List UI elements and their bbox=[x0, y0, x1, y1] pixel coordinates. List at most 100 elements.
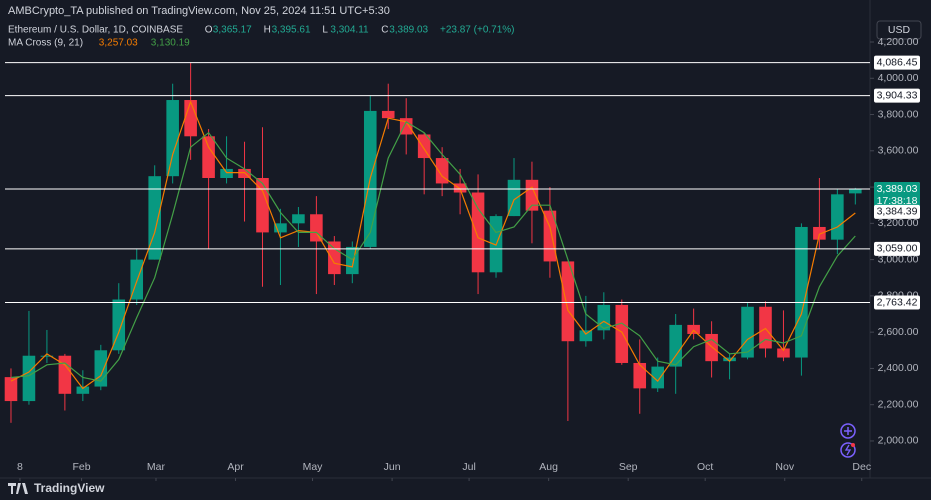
candle-body bbox=[759, 306, 772, 349]
level-tag bbox=[874, 88, 920, 103]
ma-tag bbox=[874, 204, 920, 219]
candle-body bbox=[346, 246, 359, 275]
alert-icon-bolt bbox=[844, 444, 852, 456]
level-tag bbox=[874, 295, 920, 310]
ohlc-value: 3,395.61 bbox=[272, 25, 311, 36]
candle-body bbox=[615, 304, 629, 363]
y-tick-label: 3,200.00 bbox=[878, 217, 919, 229]
ohlc-value: 3,365.17 bbox=[213, 25, 252, 36]
indicator: MA Cross (9, 21) bbox=[8, 38, 83, 49]
candle-body bbox=[669, 324, 682, 367]
indicator-value: 3,257.03 bbox=[99, 38, 138, 49]
level-label: 4,086.45 bbox=[877, 56, 918, 68]
candle-body bbox=[687, 324, 700, 334]
candle-body bbox=[184, 100, 197, 137]
candle-body bbox=[453, 183, 467, 193]
x-tick-label: May bbox=[303, 461, 324, 473]
candle-body bbox=[76, 386, 90, 394]
x-tick-label: Nov bbox=[775, 461, 794, 473]
candle-body bbox=[381, 110, 395, 119]
candle-body bbox=[831, 194, 844, 240]
candle-body bbox=[274, 223, 287, 233]
ma-tag-label: 3,384.39 bbox=[877, 206, 918, 218]
ohlc-key: O bbox=[205, 25, 213, 36]
ohlc-key: L bbox=[322, 25, 328, 36]
ohlc-key: H bbox=[264, 25, 271, 36]
y-tick-label: 4,000.00 bbox=[878, 72, 919, 84]
candle-body bbox=[741, 306, 754, 358]
x-tick-label: Apr bbox=[227, 461, 244, 473]
plot-area bbox=[4, 62, 862, 423]
ma-line bbox=[10, 120, 856, 382]
level-tag bbox=[874, 55, 920, 70]
candle-body bbox=[310, 214, 323, 242]
candle-body bbox=[4, 377, 18, 402]
candle-body bbox=[579, 330, 593, 342]
candle-body bbox=[471, 192, 485, 273]
add-icon-plus bbox=[844, 427, 852, 435]
x-tick-label: Feb bbox=[73, 461, 91, 473]
candle-body bbox=[22, 355, 36, 402]
change: +23.87 (+0.71%) bbox=[440, 25, 515, 36]
ohlc-key: C bbox=[381, 25, 388, 36]
candle-body bbox=[417, 134, 431, 159]
y-tick-label: 3,600.00 bbox=[878, 145, 919, 157]
indicator-value: 3,130.19 bbox=[151, 38, 190, 49]
y-tick-label: 4,200.00 bbox=[878, 36, 919, 48]
y-tick-label: 2,200.00 bbox=[878, 398, 919, 410]
ma-line bbox=[10, 100, 856, 390]
x-tick-label: Dec bbox=[852, 461, 871, 473]
candle-body bbox=[148, 176, 161, 260]
candle-body bbox=[328, 241, 341, 275]
last-price-label: 3,389.03 bbox=[877, 183, 918, 195]
level-tag bbox=[874, 241, 920, 256]
y-tick-label: 3,800.00 bbox=[878, 108, 919, 120]
candle-body bbox=[777, 348, 790, 358]
candle-body bbox=[525, 179, 539, 211]
footer-brand: TradingView bbox=[34, 481, 105, 495]
last-price-tag bbox=[874, 182, 920, 209]
candle-body bbox=[435, 158, 449, 184]
level-label: 3,904.33 bbox=[877, 89, 918, 101]
x-tick-label: Jun bbox=[384, 461, 401, 473]
candle-body bbox=[633, 362, 647, 389]
candle-body bbox=[166, 100, 179, 177]
x-tick-label: Mar bbox=[147, 461, 166, 473]
logo bbox=[8, 483, 28, 494]
candle-body bbox=[597, 304, 611, 331]
y-tick-label: 2,600.00 bbox=[878, 326, 919, 338]
candle-body bbox=[795, 226, 808, 358]
ohlc-value: 3,389.03 bbox=[389, 25, 428, 36]
x-tick-label: Aug bbox=[539, 461, 558, 473]
level-label: 2,763.42 bbox=[877, 296, 918, 308]
candle-body bbox=[813, 226, 826, 240]
alert-dot bbox=[851, 443, 855, 447]
countdown: 17:38:18 bbox=[877, 195, 918, 207]
candle-body bbox=[256, 178, 269, 233]
ohlc-value: 3,304.11 bbox=[330, 25, 369, 36]
y-tick-label: 3,000.00 bbox=[878, 253, 919, 265]
currency[interactable]: USD bbox=[888, 24, 911, 36]
candle-body bbox=[705, 333, 718, 362]
candle-body bbox=[399, 118, 413, 135]
candle-body bbox=[220, 168, 233, 179]
candle-body bbox=[292, 214, 305, 224]
x-tick-label: Jul bbox=[462, 461, 475, 473]
currency-box[interactable] bbox=[876, 20, 922, 40]
candle-body bbox=[651, 366, 664, 389]
y-tick-label: 2,400.00 bbox=[878, 362, 919, 374]
y-tick-label: 2,000.00 bbox=[878, 435, 919, 447]
candle-body bbox=[112, 299, 126, 351]
candle-body bbox=[202, 136, 215, 179]
level-label: 3,059.00 bbox=[877, 243, 918, 255]
alert-icon[interactable] bbox=[840, 442, 856, 458]
candle-body bbox=[723, 357, 736, 362]
symbol: Ethereum / U.S. Dollar, 1D, COINBASE bbox=[8, 25, 183, 36]
candle-body bbox=[561, 261, 575, 342]
add-icon[interactable] bbox=[840, 423, 856, 439]
x-tick-label: 8 bbox=[17, 461, 23, 473]
x-tick-label: Oct bbox=[697, 461, 713, 473]
x-tick-label: Sep bbox=[619, 461, 638, 473]
